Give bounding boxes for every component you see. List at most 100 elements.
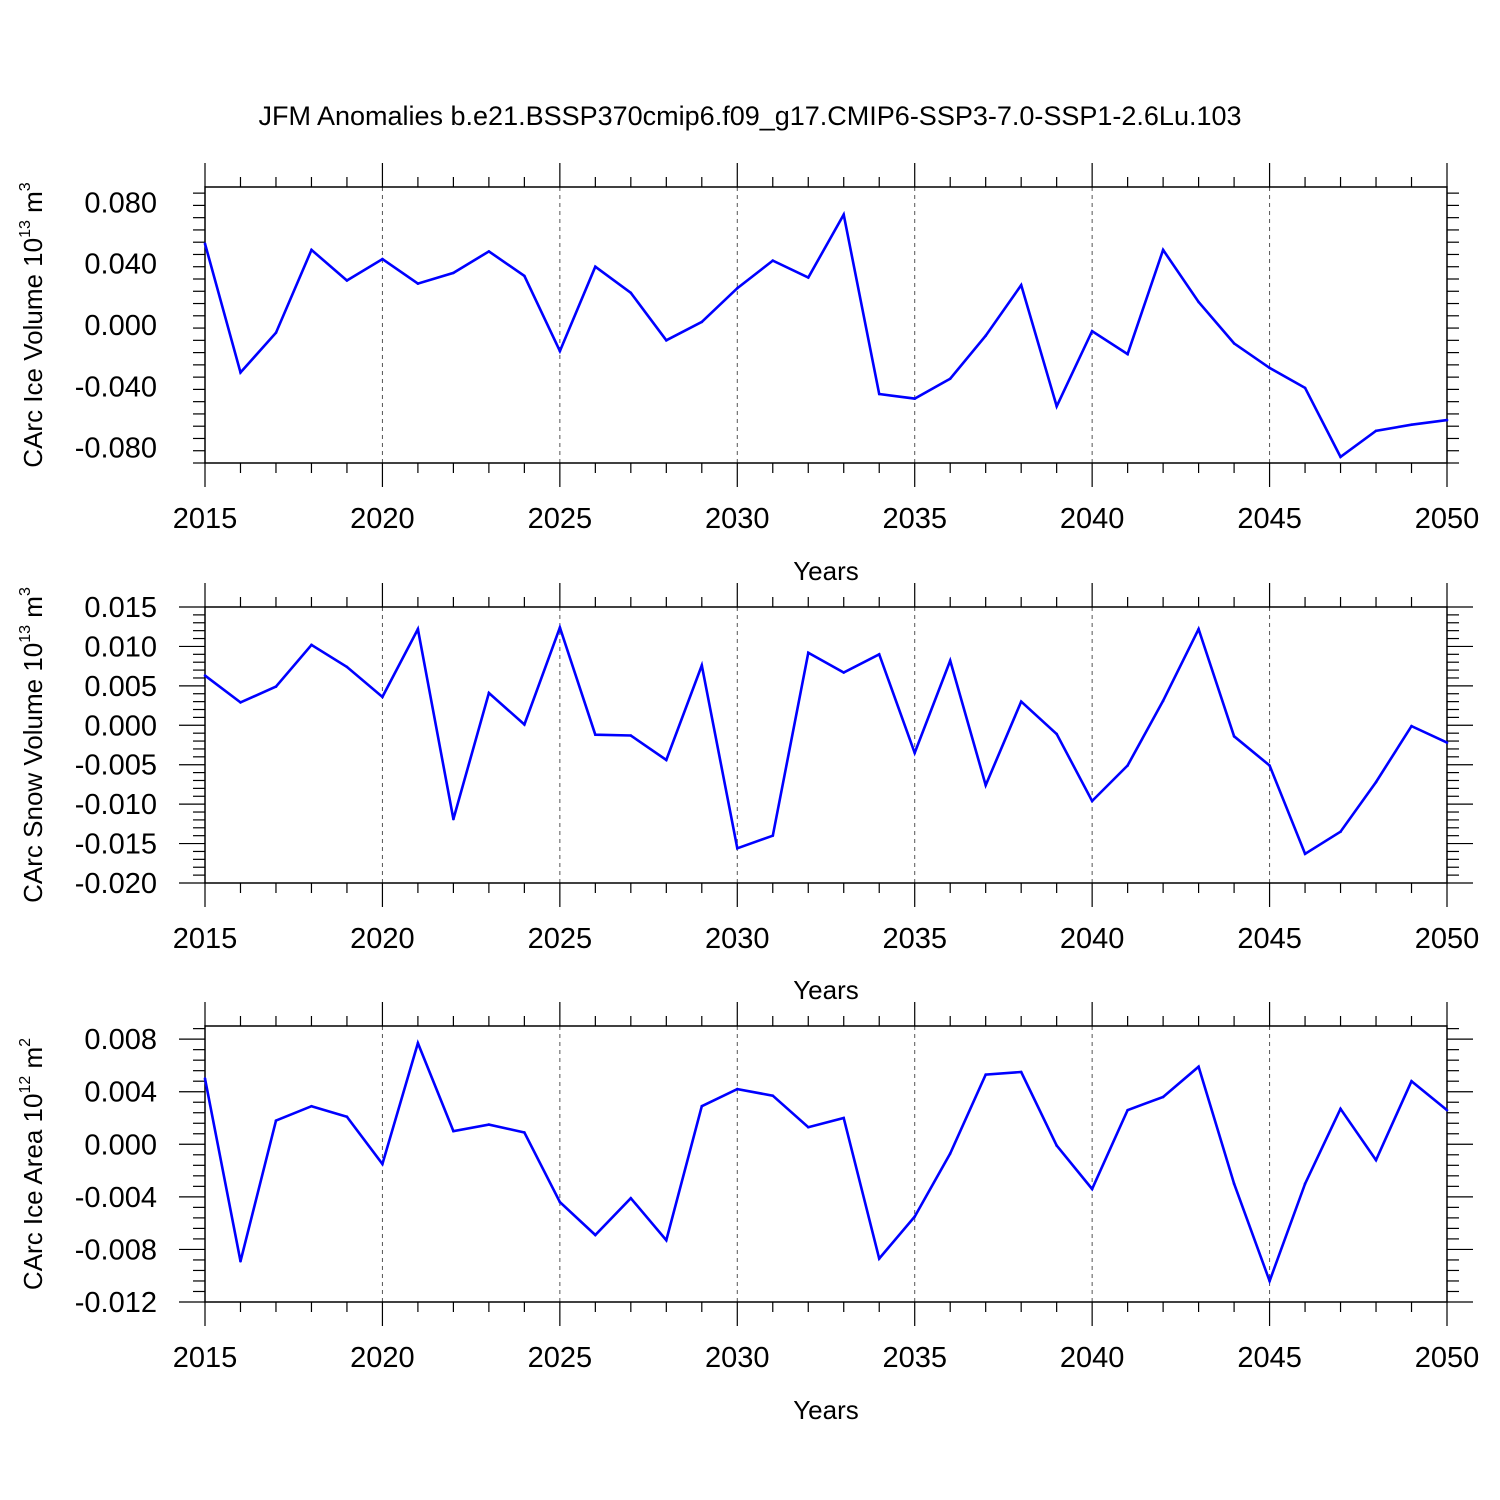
x-tick-label: 2030 [705,503,770,535]
data-point [877,653,881,656]
data-point [735,1087,739,1091]
x-tick-label: 2040 [1060,923,1125,955]
y-axis-title-unit: m [18,1047,48,1076]
data-point [203,674,207,677]
data-point [1055,732,1058,736]
data-point [771,1094,775,1097]
plot-frame [204,186,1448,464]
data-point [984,783,987,787]
y-axis-title-exponent: 13 [17,625,34,643]
data-point [1268,366,1271,370]
panel-1: -0.080 -0.040 0.000 0.040 0.080 2015 2020 2025 2… [17,163,1479,586]
data-point [558,626,562,629]
data-point [1445,741,1449,744]
data-point [416,282,420,285]
data-point [1303,386,1307,390]
data-point [1055,404,1058,408]
data-point [381,1162,384,1166]
y-axis-title-exponent: 12 [17,1076,34,1094]
data-point [239,1259,242,1263]
data-point [523,1131,526,1134]
x-tick-label: 2045 [1237,923,1302,955]
x-tick-label: 2040 [1060,503,1125,535]
series-line [203,210,1448,459]
data-point [1019,700,1023,703]
x-tick-label: 2020 [350,923,415,955]
y-tick-label: -0.008 [75,1234,157,1266]
data-point [1374,780,1378,784]
data-point [913,751,917,755]
data-point [1090,1187,1094,1191]
data-point [594,265,597,269]
y-tick-label: -0.015 [75,829,157,861]
y-tick-label: -0.080 [75,433,157,465]
data-point [877,1257,881,1260]
data-point [1410,423,1413,426]
data-point [771,834,775,837]
data-point [1055,1144,1058,1147]
data-point [842,1116,846,1120]
y-axis-title: CArc Ice Volume 1013 m3 [17,182,48,467]
data-point [877,392,881,396]
data-point [274,331,278,334]
x-tick-label: 2015 [173,503,238,535]
data-point [558,349,562,353]
x-tick-label: 2020 [350,503,415,535]
data-point [381,695,384,699]
x-tick-label: 2015 [173,923,238,955]
plot-frame [204,606,1448,884]
x-tick-label: 2025 [528,1342,593,1374]
y-tick-label: -0.004 [75,1182,157,1214]
y-axis-title: CArc Ice Area 1012 m2 [17,1038,48,1290]
data-point [1445,418,1449,422]
data-point [700,664,704,667]
data-point [1197,300,1200,304]
data-point [1161,1095,1165,1099]
data-point [771,259,775,262]
y-axis-title-text: CArc Snow Volume 10 [18,643,48,903]
y-tick-label: 0.080 [84,187,157,219]
data-point [735,847,739,850]
y-tick-label: -0.010 [75,789,157,821]
data-point [487,1123,491,1126]
y-tick-label: -0.012 [75,1287,157,1319]
data-point [381,257,384,261]
data-point [806,276,810,279]
data-point [1019,283,1023,287]
x-tick-label: 2050 [1415,503,1480,535]
x-tick-label: 2040 [1060,1342,1125,1374]
x-tick-label: 2035 [882,503,947,535]
y-tick-label: -0.005 [75,750,157,782]
data-point [1374,429,1378,433]
data-point [1161,699,1165,703]
x-tick-label: 2030 [705,923,770,955]
panel-2: -0.020 -0.015 -0.010 -0.005 0.000 0.005 0.010 0… [17,583,1479,1005]
data-point [274,685,278,688]
data-point [487,250,491,253]
data-point [1303,1182,1307,1186]
y-tick-label: 0.040 [84,249,157,281]
data-point [806,651,810,655]
y-tick-label: 0.004 [84,1077,157,1109]
plot-frame [204,1025,1448,1303]
x-tick-label: 2050 [1415,1342,1480,1374]
y-axis-title-exponent: 13 [17,220,34,238]
series-line [204,623,1448,856]
data-point [629,291,633,295]
y-tick-label: 0.015 [84,592,157,624]
data-point [1410,724,1413,728]
x-tick-label: 2030 [705,1342,770,1374]
data-point [665,758,668,762]
data-point [948,659,952,662]
x-tick-label: 2050 [1415,923,1480,955]
data-point [274,1119,278,1122]
data-point [629,734,633,737]
x-tick-label: 2015 [173,1342,238,1374]
y-axis-title: CArc Snow Volume 1013 m3 [17,587,48,903]
x-tick-label: 2025 [528,503,593,535]
data-point [452,817,455,821]
data-point [310,1104,313,1108]
x-tick-label: 2025 [528,923,593,955]
data-point [1019,1070,1023,1074]
data-point [452,271,455,275]
